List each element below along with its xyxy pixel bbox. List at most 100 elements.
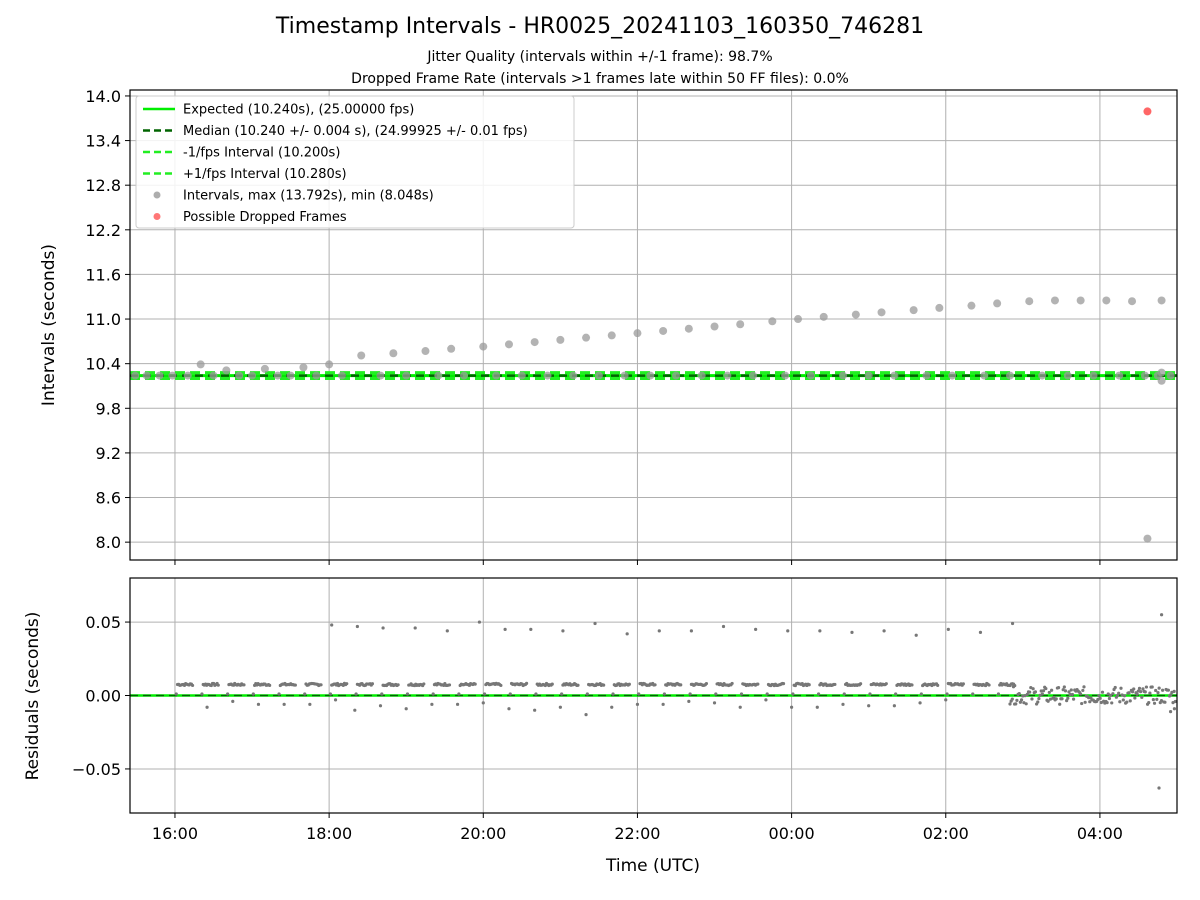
residual-point [712,701,717,705]
residual-point [445,629,449,633]
residual-point [1157,686,1161,690]
residual-point [561,629,565,633]
dropped-frame-point [1143,107,1152,116]
residual-point [625,632,629,636]
interval-point [948,371,957,380]
chart-subtitle-dropped: Dropped Frame Rate (intervals >1 frames … [351,71,849,87]
residual-point [328,692,333,696]
interval-point [1076,296,1085,305]
residual-point [355,624,359,629]
residual-point [704,681,709,686]
residual-point [576,683,580,687]
interval-point [582,333,591,342]
residual-point [1128,699,1132,703]
legend-label: Intervals, max (13.792s), min (8.048s) [183,189,434,204]
residual-point [1039,689,1043,693]
residual-point [1010,621,1015,626]
residual-point [1066,696,1070,700]
interval-point [646,371,655,380]
residual-point [1097,694,1101,698]
residual-point [841,702,845,706]
interval-point [922,371,931,380]
residual-point [1033,690,1038,694]
interval-point [325,360,334,369]
residual-point [303,692,307,696]
residual-point [1139,690,1143,694]
x-tick-label: 20:00 [460,824,506,843]
residual-point [499,683,503,688]
residual-point [242,683,246,687]
residual-point [816,692,821,696]
residual-point [1024,702,1028,706]
residual-point [721,624,726,629]
residual-point [1040,692,1044,696]
residual-point [611,692,615,696]
x-tick-label: 02:00 [923,824,969,843]
residual-point [688,692,692,696]
interval-point [877,308,886,317]
residual-point [1011,685,1016,689]
residual-point [585,692,589,696]
residual-point [1008,702,1012,706]
residual-point [1113,685,1117,690]
residual-point [1163,700,1167,704]
residual-point [1157,786,1161,790]
residual-point [1172,689,1176,693]
interval-point [131,371,140,380]
residual-point [918,701,922,705]
interval-point [492,371,501,380]
residual-point [1148,691,1152,695]
residual-point [482,692,487,696]
residual-point [256,702,261,706]
bottom-y-axis-label: Residuals (seconds) [23,612,43,781]
x-tick-label: 04:00 [1077,824,1123,843]
interval-point [851,310,860,319]
residual-point [961,682,965,686]
residual-point [1030,697,1034,701]
residual-point [936,683,940,688]
residual-point [1173,699,1177,704]
top-axis-ticks: 8.0 8.6 9.2 9.8 10.4 11.0 11.6 12.2 12.8 13.4 14.0 [85,87,1101,565]
residual-point [422,682,426,686]
residual-point [790,705,794,709]
residual-point [457,692,461,696]
interval-point [607,331,616,340]
legend-label: Median (10.240 +/- 0.004 s), (24.99925 +… [183,124,528,139]
residual-point [1130,690,1135,694]
interval-point [967,301,976,310]
interval-point [235,371,244,380]
residual-point [892,704,896,708]
residual-point [868,692,872,696]
residual-point [714,692,718,696]
residual-point [1014,702,1018,706]
legend-label: -1/fps Interval (10.200s) [183,146,340,161]
top-y-axis-label: Intervals (seconds) [39,244,59,406]
legend: Expected (10.240s), (25.00000 fps) Median… [135,95,575,229]
residual-point [558,705,562,709]
interval-point [504,340,513,349]
residual-point [1107,696,1112,701]
residual-point [354,692,358,696]
top-y-tick-label: 9.8 [96,399,121,418]
bottom-y-tick-label: 0.05 [85,613,121,632]
residual-point [293,683,297,687]
top-y-tick-label: 12.8 [85,176,121,195]
residual-point [1100,690,1105,694]
residual-point [1078,692,1083,696]
residual-point [781,682,786,686]
residual-point [593,621,597,626]
residual-point [756,682,760,686]
residual-point [396,683,400,687]
top-y-tick-label: 13.4 [85,132,121,151]
top-plot-frame [129,89,1178,561]
top-y-tick-label: 11.6 [85,265,121,284]
legend-box [135,95,575,229]
residual-point [1169,693,1173,697]
residual-point [1017,691,1021,696]
interval-point [273,371,282,380]
interval-point [1140,371,1149,380]
interval-point [935,303,944,312]
interval-point [697,371,706,380]
interval-point [710,322,719,331]
residual-point [1031,687,1035,691]
